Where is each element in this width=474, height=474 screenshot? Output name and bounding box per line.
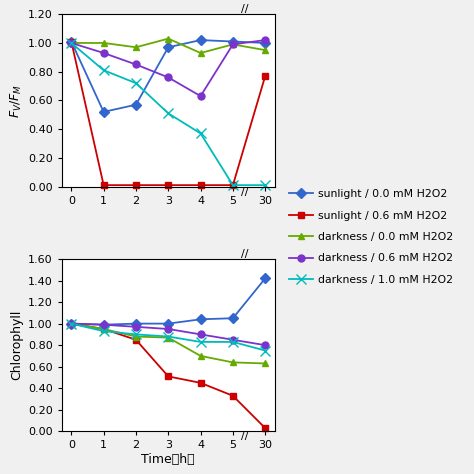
- Text: //: //: [241, 249, 248, 259]
- Y-axis label: $F_V/F_M$: $F_V/F_M$: [9, 83, 24, 118]
- Legend: sunlight / 0.0 mM H2O2, sunlight / 0.6 mM H2O2, darkness / 0.0 mM H2O2, darkness: sunlight / 0.0 mM H2O2, sunlight / 0.6 m…: [285, 185, 457, 289]
- Text: //: //: [241, 4, 248, 14]
- Text: //: //: [241, 187, 248, 197]
- Y-axis label: Chlorophyll: Chlorophyll: [11, 310, 24, 380]
- Text: //: //: [241, 431, 248, 441]
- X-axis label: Time（h）: Time（h）: [141, 453, 195, 466]
